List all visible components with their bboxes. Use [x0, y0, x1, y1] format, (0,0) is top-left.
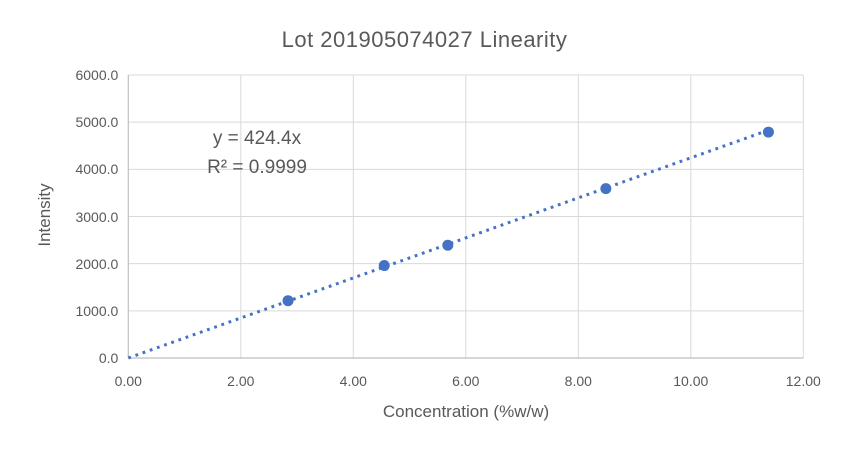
- y-tick-label: 3000.0: [75, 208, 119, 225]
- y-tick-label: 6000.0: [75, 67, 119, 83]
- y-tick-label: 4000.0: [75, 161, 119, 178]
- x-tick-label: 10.00: [673, 373, 709, 389]
- x-axis-title: Concentration (%w/w): [382, 402, 550, 421]
- y-tick-label: 2000.0: [75, 255, 119, 272]
- trendline-annotation: y = 424.4x R² = 0.9999: [207, 124, 307, 182]
- x-tick-label: 6.00: [452, 373, 480, 389]
- data-point-marker: [600, 183, 612, 195]
- x-tick-label: 8.00: [564, 373, 592, 389]
- x-tick-label: 0.00: [114, 373, 142, 389]
- x-tick-label: 2.00: [227, 373, 255, 389]
- data-point-marker: [378, 260, 390, 272]
- y-tick-label: 0.0: [98, 350, 119, 366]
- chart-title: Lot 201905074027 Linearity: [281, 27, 568, 52]
- trendline-r-squared: R² = 0.9999: [207, 157, 307, 178]
- y-tick-label: 5000.0: [75, 114, 119, 131]
- x-tick-label: 12.00: [785, 373, 821, 389]
- data-point-marker: [762, 126, 774, 138]
- x-tick-label: 4.00: [339, 373, 367, 389]
- data-point-marker: [442, 239, 454, 251]
- y-tick-label: 1000.0: [75, 302, 119, 319]
- trendline-equation: y = 424.4x: [212, 128, 302, 149]
- data-point-marker: [282, 295, 294, 307]
